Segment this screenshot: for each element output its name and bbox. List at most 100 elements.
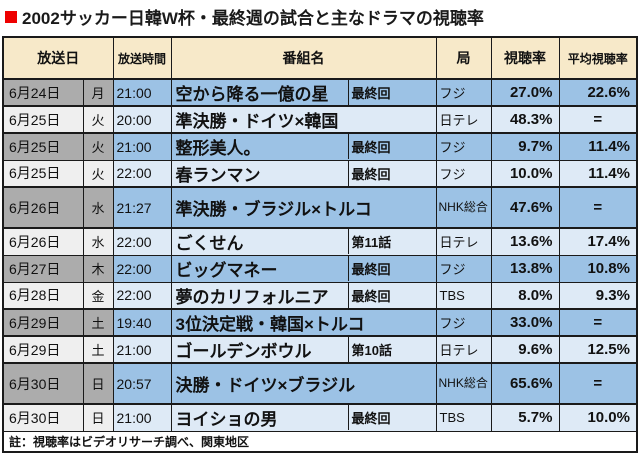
table-row: 6月30日 日 20:57 決勝・ドイツ×ブラジル NHK総合 65.6% = bbox=[2, 362, 638, 405]
cell-broadcast-time: 21:00 bbox=[112, 132, 172, 161]
program-wrap: 準決勝・ブラジル×トルコ bbox=[172, 189, 435, 226]
cell-broadcast-time: 21:00 bbox=[112, 335, 172, 364]
cell-station: NHK総合 bbox=[435, 186, 492, 229]
episode-label: 最終回 bbox=[347, 256, 436, 281]
cell-station: フジ bbox=[435, 159, 492, 188]
table-row: 6月25日 火 22:00 春ランマン 最終回 フジ 10.0% 11.4% bbox=[2, 159, 638, 188]
cell-average-rating: 9.3% bbox=[558, 281, 638, 310]
cell-day-of-week: 月 bbox=[82, 78, 114, 107]
cell-program: ヨイショの男 最終回 bbox=[170, 403, 437, 432]
cell-day-of-week: 水 bbox=[82, 186, 114, 229]
episode-label: 第10話 bbox=[347, 337, 436, 362]
cell-day-of-week: 日 bbox=[82, 403, 114, 432]
program-title: 整形美人。 bbox=[175, 139, 261, 159]
cell-station: NHK総合 bbox=[435, 362, 492, 405]
program-title: 春ランマン bbox=[175, 165, 261, 185]
cell-rating: 8.0% bbox=[490, 281, 560, 310]
program-wrap: 決勝・ドイツ×ブラジル bbox=[172, 365, 435, 402]
header-rating: 視聴率 bbox=[490, 36, 560, 80]
header-row: 放送日 放送時間 番組名 局 視聴率 平均視聴率 bbox=[2, 36, 638, 80]
table-row: 6月26日 水 21:27 準決勝・ブラジル×トルコ NHK総合 47.6% = bbox=[2, 186, 638, 229]
cell-day-of-week: 金 bbox=[82, 281, 114, 310]
cell-broadcast-date: 6月27日 bbox=[2, 254, 84, 283]
cell-average-rating: = bbox=[558, 308, 638, 337]
table-row: 6月24日 月 21:00 空から降る一億の星 最終回 フジ 27.0% 22.… bbox=[2, 78, 638, 107]
program-title: 空から降る一億の星 bbox=[175, 85, 329, 104]
table-row: 6月25日 火 21:00 整形美人。 最終回 フジ 9.7% 11.4% bbox=[2, 132, 638, 161]
cell-average-rating: 12.5% bbox=[558, 335, 638, 364]
cell-broadcast-date: 6月25日 bbox=[2, 159, 84, 188]
program-wrap: ビッグマネー 最終回 bbox=[172, 256, 436, 281]
table-row: 6月29日 土 21:00 ゴールデンボウル 第10話 日テレ 9.6% 12.… bbox=[2, 335, 638, 364]
cell-station: フジ bbox=[435, 132, 492, 161]
program-title: 3位決定戦・韓国×トルコ bbox=[175, 315, 365, 334]
program-wrap: 3位決定戦・韓国×トルコ bbox=[172, 311, 435, 334]
cell-average-rating: = bbox=[558, 105, 638, 134]
program-wrap: 空から降る一億の星 最終回 bbox=[172, 80, 435, 105]
cell-rating: 5.7% bbox=[490, 403, 560, 432]
cell-broadcast-time: 21:27 bbox=[112, 186, 172, 229]
cell-average-rating: 10.0% bbox=[558, 403, 638, 432]
program-wrap: 整形美人。 最終回 bbox=[172, 134, 436, 159]
cell-average-rating: = bbox=[558, 186, 638, 229]
cell-broadcast-time: 22:00 bbox=[112, 254, 172, 283]
cell-average-rating: 11.4% bbox=[558, 159, 638, 188]
table-row: 6月30日 日 21:00 ヨイショの男 最終回 TBS 5.7% 10.0% bbox=[2, 403, 638, 432]
ratings-table: 放送日 放送時間 番組名 局 視聴率 平均視聴率 6月24日 月 21:00 空… bbox=[2, 36, 638, 453]
cell-rating: 27.0% bbox=[490, 78, 560, 107]
cell-broadcast-date: 6月29日 bbox=[2, 335, 84, 364]
cell-average-rating: 10.8% bbox=[558, 254, 638, 283]
cell-broadcast-date: 6月28日 bbox=[2, 281, 84, 310]
cell-rating: 13.6% bbox=[490, 227, 560, 256]
cell-station: 日テレ bbox=[435, 105, 492, 134]
cell-broadcast-time: 22:00 bbox=[112, 281, 172, 310]
program-wrap: ごくせん 第11話 bbox=[172, 229, 436, 254]
cell-broadcast-time: 20:57 bbox=[112, 362, 172, 405]
episode-label: 第11話 bbox=[347, 229, 436, 254]
cell-program: 準決勝・ドイツ×韓国 bbox=[170, 105, 437, 134]
program-wrap: 夢のカリフォルニア 最終回 bbox=[172, 283, 436, 308]
table-row: 6月26日 水 22:00 ごくせん 第11話 日テレ 13.6% 17.4% bbox=[2, 227, 638, 256]
cell-rating: 9.7% bbox=[490, 132, 560, 161]
table-note: 註：視聴率はビデオリサーチ調べ、関東地区 bbox=[2, 430, 638, 453]
program-title: 準決勝・ブラジル×トルコ bbox=[175, 200, 372, 219]
cell-station: TBS bbox=[435, 403, 492, 432]
cell-average-rating: = bbox=[558, 362, 638, 405]
cell-station: フジ bbox=[435, 308, 492, 337]
cell-day-of-week: 火 bbox=[82, 105, 114, 134]
cell-day-of-week: 土 bbox=[82, 335, 114, 364]
cell-station: TBS bbox=[435, 281, 492, 310]
cell-rating: 9.6% bbox=[490, 335, 560, 364]
cell-broadcast-date: 6月26日 bbox=[2, 186, 84, 229]
cell-rating: 33.0% bbox=[490, 308, 560, 337]
cell-rating: 13.8% bbox=[490, 254, 560, 283]
cell-program: 準決勝・ブラジル×トルコ bbox=[170, 186, 437, 229]
episode-label: 最終回 bbox=[347, 134, 436, 159]
cell-broadcast-date: 6月30日 bbox=[2, 362, 84, 405]
cell-broadcast-date: 6月30日 bbox=[2, 403, 84, 432]
page: 2002サッカー日韓W杯・最終週の試合と主なドラマの視聴率 放送日 放送時間 番… bbox=[2, 9, 638, 453]
cell-broadcast-time: 19:40 bbox=[112, 308, 172, 337]
table-row: 6月27日 木 22:00 ビッグマネー 最終回 フジ 13.8% 10.8% bbox=[2, 254, 638, 283]
episode-label: 最終回 bbox=[347, 283, 436, 308]
note-row: 註：視聴率はビデオリサーチ調べ、関東地区 bbox=[2, 430, 638, 453]
cell-broadcast-time: 21:00 bbox=[112, 78, 172, 107]
cell-program: 春ランマン 最終回 bbox=[170, 159, 437, 188]
header-average-rating: 平均視聴率 bbox=[558, 36, 638, 80]
cell-average-rating: 11.4% bbox=[558, 132, 638, 161]
header-program-name: 番組名 bbox=[170, 36, 437, 80]
cell-broadcast-date: 6月25日 bbox=[2, 105, 84, 134]
cell-broadcast-time: 21:00 bbox=[112, 403, 172, 432]
cell-program: 決勝・ドイツ×ブラジル bbox=[170, 362, 437, 405]
episode-label: 最終回 bbox=[347, 161, 436, 186]
header-station: 局 bbox=[435, 36, 492, 80]
cell-average-rating: 22.6% bbox=[558, 78, 638, 107]
episode-label: 最終回 bbox=[347, 405, 436, 430]
cell-rating: 48.3% bbox=[490, 105, 560, 134]
cell-rating: 10.0% bbox=[490, 159, 560, 188]
cell-station: 日テレ bbox=[435, 227, 492, 256]
cell-broadcast-date: 6月29日 bbox=[2, 308, 84, 337]
cell-broadcast-time: 22:00 bbox=[112, 227, 172, 256]
cell-station: フジ bbox=[435, 254, 492, 283]
cell-rating: 65.6% bbox=[490, 362, 560, 405]
